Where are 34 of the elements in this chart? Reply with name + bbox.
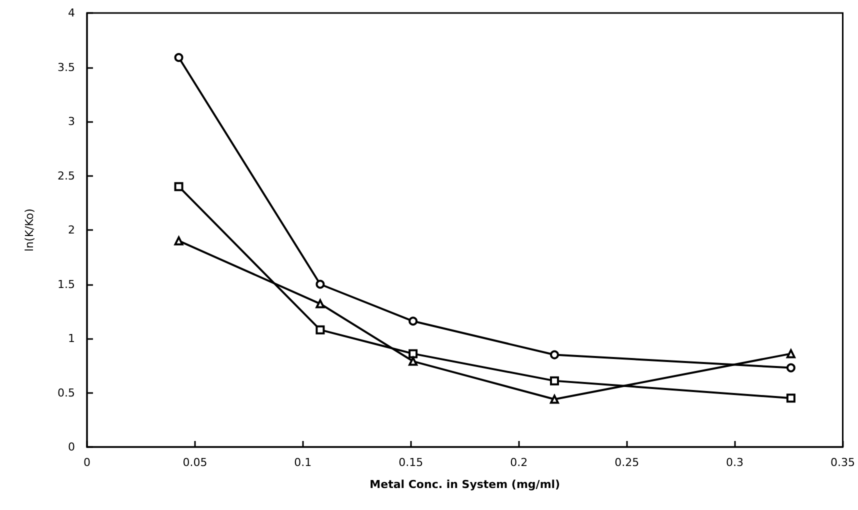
y-tick-label: 2 xyxy=(68,224,75,236)
point xyxy=(786,349,796,358)
point xyxy=(550,376,559,386)
point xyxy=(174,52,184,62)
x-tick-label: 0 xyxy=(84,456,90,469)
x-axis-title: Metal Conc. in System (mg/ml) xyxy=(370,478,560,491)
point xyxy=(786,363,796,372)
point xyxy=(550,394,559,404)
point xyxy=(550,350,559,360)
y-axis-title: ln(K/Ko) xyxy=(23,208,36,252)
point xyxy=(408,356,418,366)
y-tick-label: 3.5 xyxy=(58,60,75,74)
y-tick-label: 0 xyxy=(68,440,75,454)
x-tick-label: 0.3 xyxy=(726,456,744,469)
x-tick-label: 0.2 xyxy=(510,456,528,469)
y-tick-label: 0.5 xyxy=(58,386,75,400)
x-tick-label: 0.25 xyxy=(614,456,640,469)
x-tick-label: 0.05 xyxy=(182,456,208,469)
point xyxy=(316,325,325,334)
point xyxy=(174,236,184,246)
x-tick-label: 0.15 xyxy=(398,456,424,469)
x-tick-label: 0.35 xyxy=(830,456,856,469)
y-tick-label: 4 xyxy=(68,6,75,20)
point xyxy=(174,182,184,192)
y-tick-label: 1 xyxy=(68,332,75,345)
point xyxy=(316,280,325,289)
point xyxy=(786,394,796,403)
point xyxy=(316,299,325,308)
point xyxy=(408,349,418,358)
y-tick-label: 2.5 xyxy=(58,169,75,182)
point xyxy=(408,316,418,326)
y-tick-label: 3 xyxy=(68,115,75,128)
x-tick-label: 0.1 xyxy=(294,456,312,469)
y-tick-label: 1.5 xyxy=(58,278,75,291)
